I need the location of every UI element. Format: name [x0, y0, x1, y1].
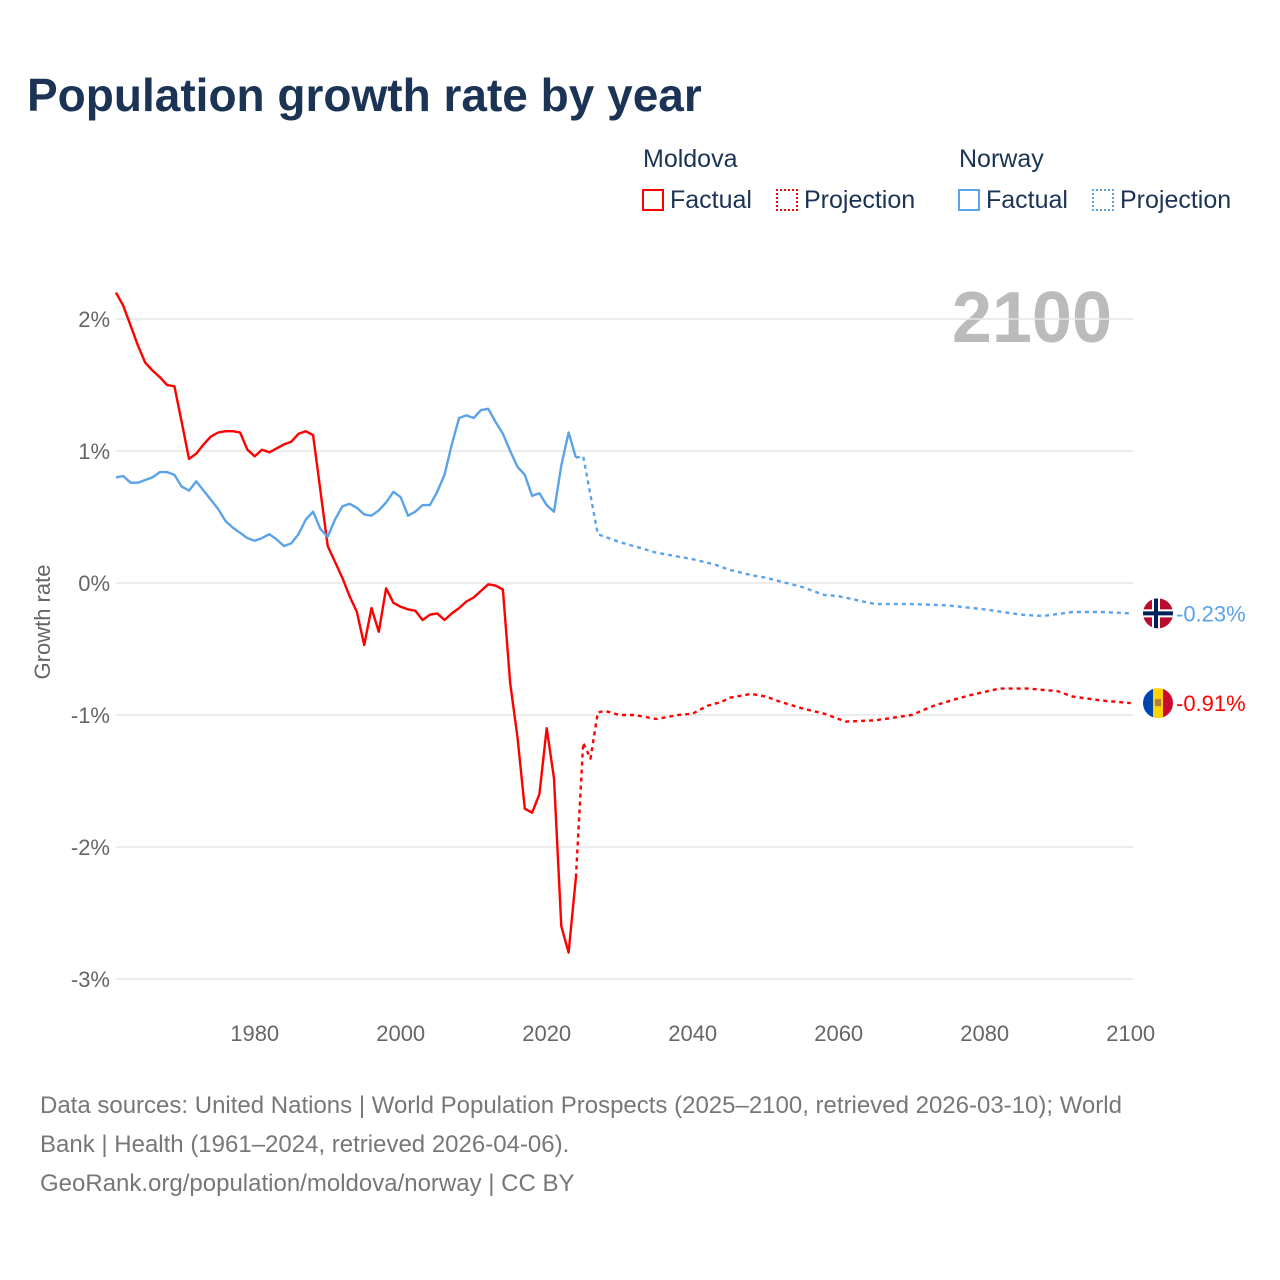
- sources-link[interactable]: GeoRank.org/population/moldova/norway | …: [40, 1170, 575, 1197]
- series-moldova-projection: [574, 687, 1131, 878]
- legend-norway-title: Norway: [959, 145, 1044, 173]
- chart-title: Population growth rate by year: [27, 69, 702, 121]
- x-tick-label: 1980: [230, 1021, 279, 1046]
- moldova-flag-icon: [1143, 688, 1173, 719]
- legend-label: Factual: [986, 186, 1068, 214]
- x-tick-label: 2020: [522, 1021, 571, 1046]
- year-label: 2100: [952, 278, 1112, 358]
- x-tick-label: 2060: [814, 1021, 863, 1046]
- legend-moldova-factual[interactable]: Factual: [642, 186, 752, 215]
- x-tick-label: 2040: [668, 1021, 717, 1046]
- dotted-swatch-icon: [1092, 189, 1114, 211]
- norway-flag-icon: [1143, 598, 1173, 629]
- x-tick-label: 2100: [1106, 1021, 1155, 1046]
- solid-swatch-icon: [642, 189, 664, 211]
- sources-line-2: Bank | Health (1961–2024, retrieved 2026…: [40, 1131, 570, 1158]
- x-tick-label: 2000: [376, 1021, 425, 1046]
- sources-line-1: Data sources: United Nations | World Pop…: [40, 1092, 1122, 1119]
- legend-moldova-projection[interactable]: Projection: [776, 186, 915, 215]
- legend-label: Projection: [1120, 186, 1232, 214]
- legend-norway-factual[interactable]: Factual: [958, 186, 1068, 215]
- y-tick-label: 2%: [78, 307, 110, 332]
- y-tick-label: -2%: [71, 835, 110, 860]
- legend-label: Projection: [804, 186, 916, 214]
- y-tick-label: -3%: [71, 967, 110, 992]
- legend-moldova-title: Moldova: [643, 145, 738, 173]
- solid-swatch-icon: [958, 189, 980, 211]
- y-tick-label: 1%: [78, 439, 110, 464]
- legend-norway-projection[interactable]: Projection: [1092, 186, 1231, 215]
- series-norway-factual: [115, 407, 578, 548]
- y-axis-label: Growth rate: [30, 565, 55, 680]
- series-norway-projection: [575, 455, 1131, 618]
- dotted-swatch-icon: [776, 189, 798, 211]
- end-label-moldova: -0.91%: [1176, 691, 1246, 716]
- y-tick-label: -1%: [71, 703, 110, 728]
- series-moldova-factual: [114, 292, 578, 954]
- y-tick-label: 0%: [78, 571, 110, 596]
- legend-label: Factual: [670, 186, 752, 214]
- x-tick-label: 2080: [960, 1021, 1009, 1046]
- end-label-norway: -0.23%: [1176, 601, 1246, 626]
